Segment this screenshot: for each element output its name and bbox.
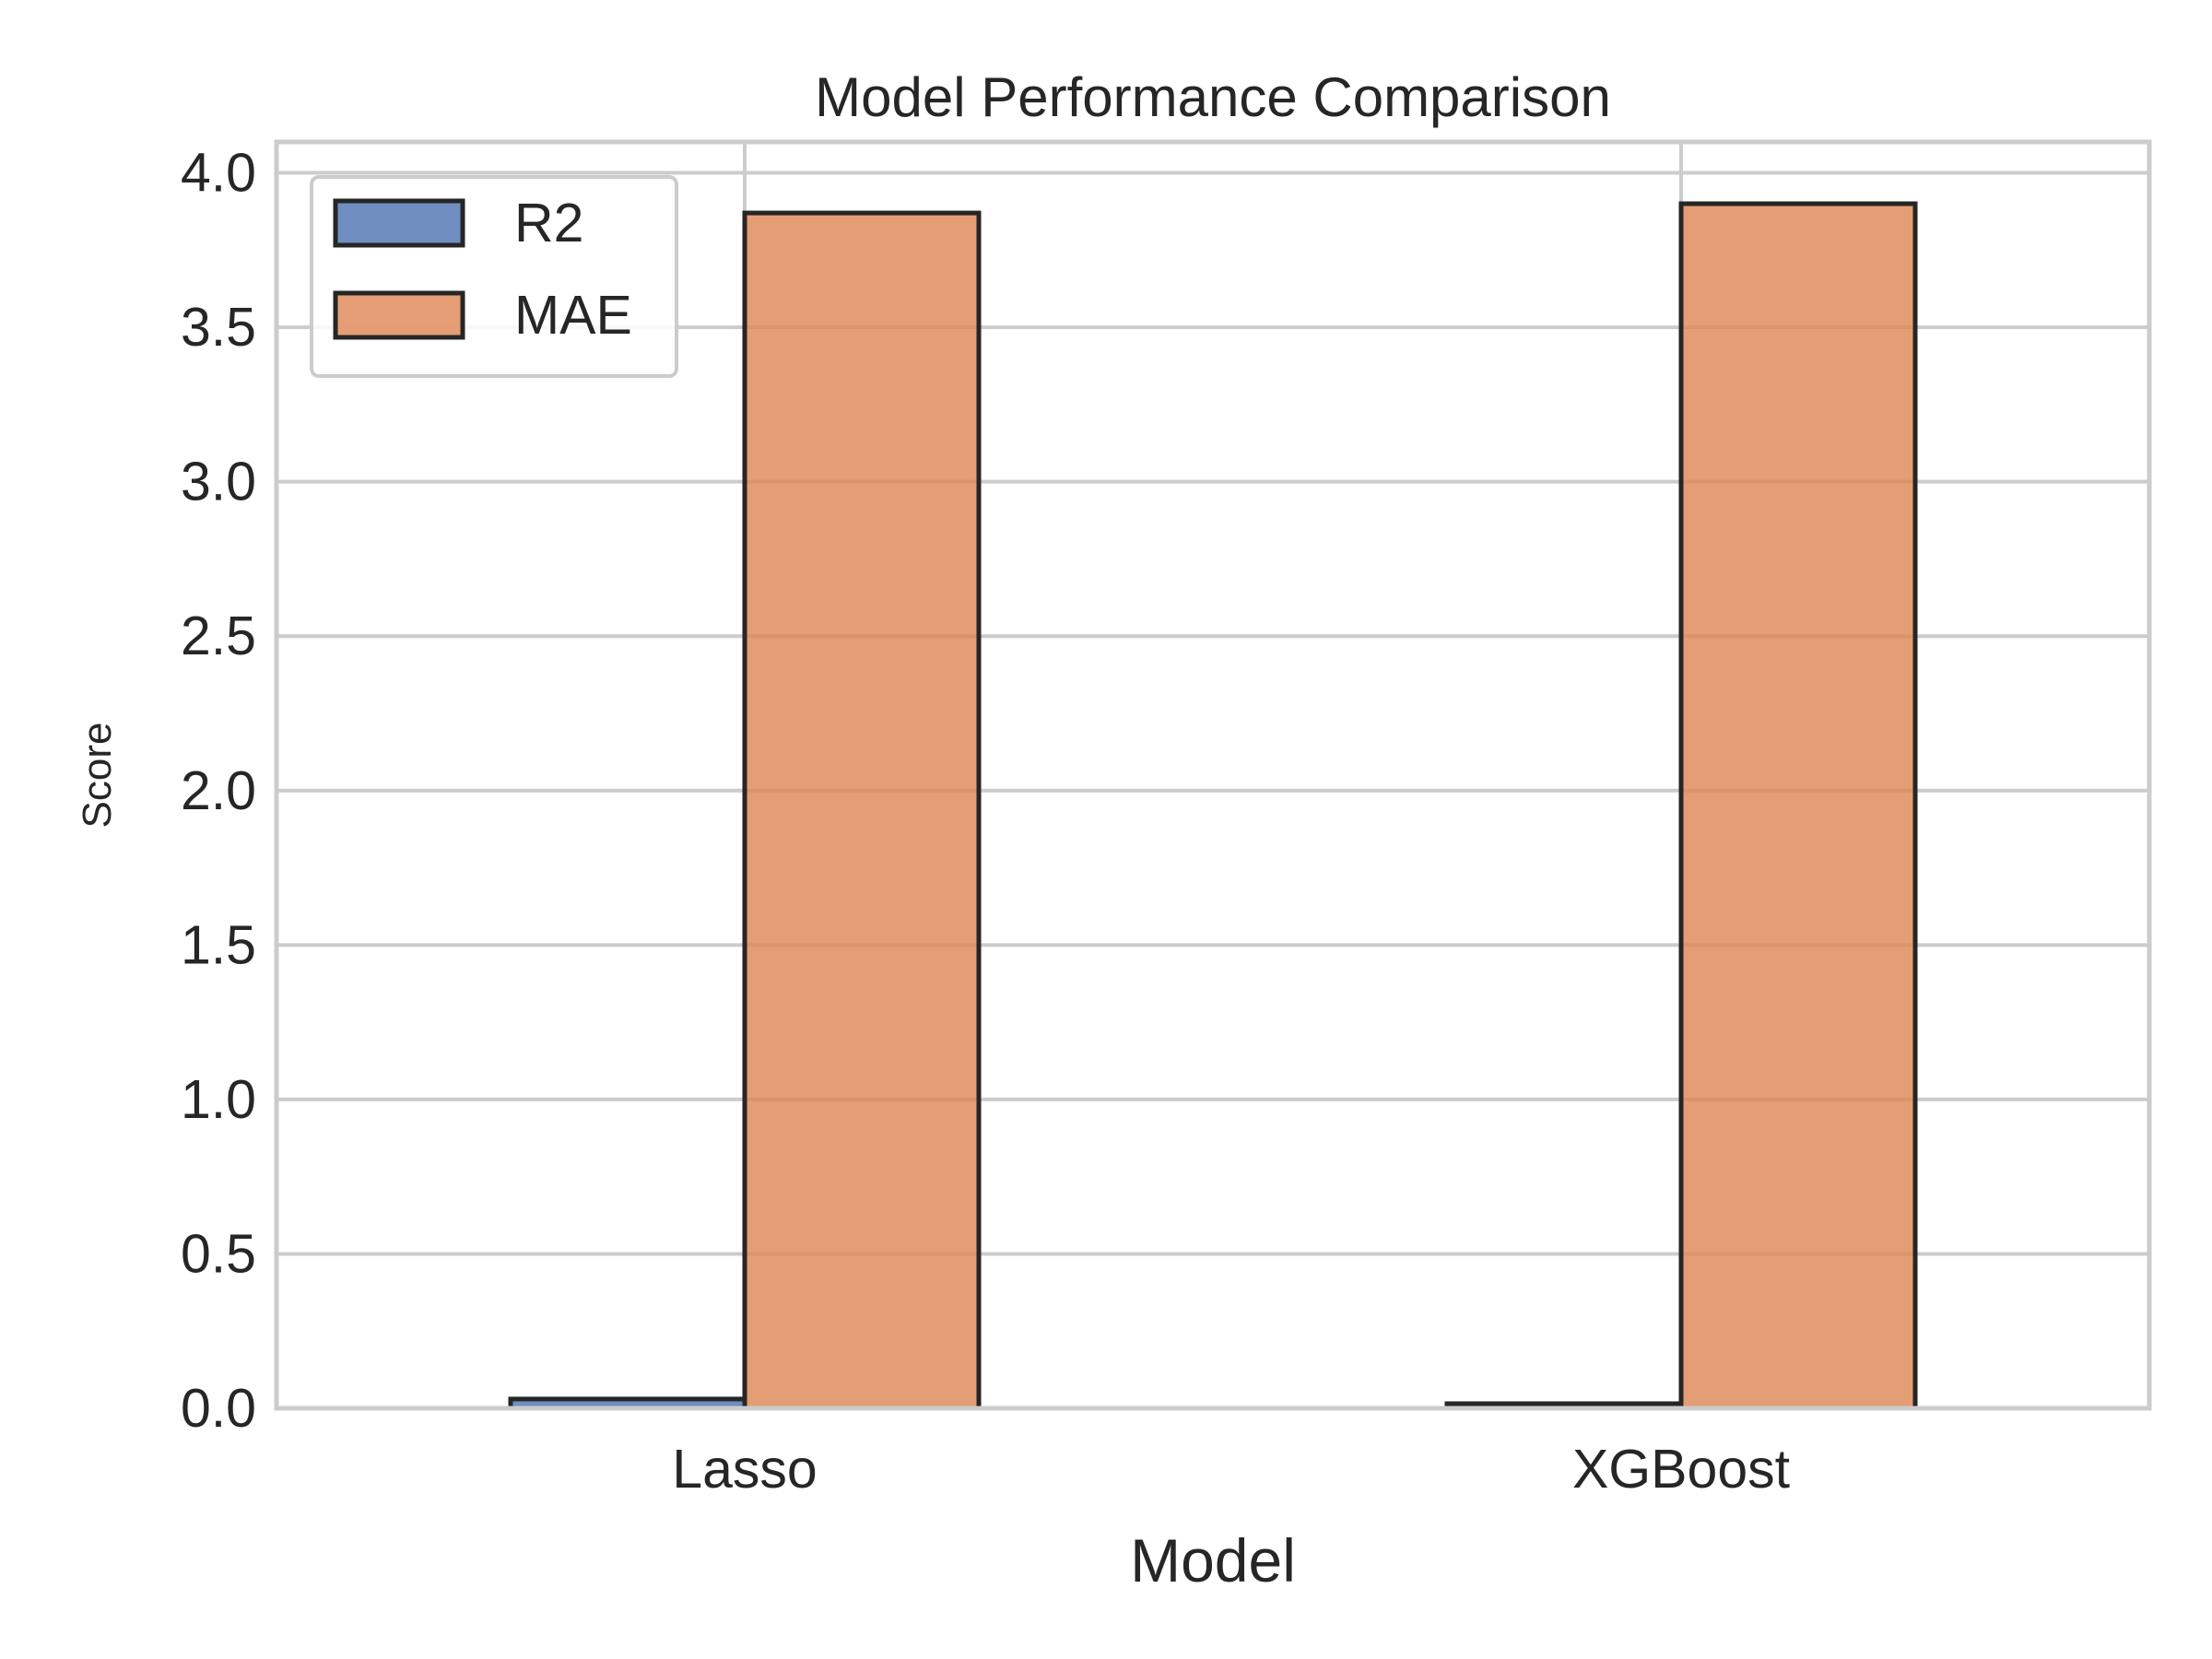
legend-label-r2: R2 <box>514 193 583 253</box>
y-tick-label: 2.0 <box>181 760 256 821</box>
plot-frame <box>274 139 2152 1411</box>
bar-mae-lasso <box>742 210 982 1411</box>
chart-title: Model Performance Comparison <box>815 66 1611 128</box>
legend-label-mae: MAE <box>514 285 632 346</box>
bars <box>508 201 1918 1411</box>
y-tick-label: 1.5 <box>181 914 256 975</box>
legend-swatch-r2 <box>333 198 465 248</box>
x-axis-label: Model <box>1130 1526 1296 1594</box>
x-tick-label: Lasso <box>672 1439 817 1500</box>
y-tick-label: 1.0 <box>181 1069 256 1130</box>
y-tick-label: 2.5 <box>181 606 256 666</box>
y-tick-label: 4.0 <box>181 143 256 204</box>
x-tick-label: XGBoost <box>1572 1439 1790 1500</box>
y-tick-label: 0.5 <box>181 1223 256 1284</box>
legend-swatch-mae <box>333 290 465 340</box>
legend: R2 MAE <box>310 175 678 378</box>
y-axis-ticks: 0.0 0.5 1.0 1.5 2.0 2.5 3.0 3.5 4.0 <box>181 143 256 1439</box>
y-tick-label: 3.0 <box>181 452 256 512</box>
x-axis-ticks: Lasso XGBoost <box>672 1439 1790 1500</box>
y-tick-label: 3.5 <box>181 297 256 358</box>
y-axis-label: Score <box>75 723 120 829</box>
y-tick-label: 0.0 <box>181 1378 256 1439</box>
bar-mae-xgboost <box>1678 201 1918 1411</box>
